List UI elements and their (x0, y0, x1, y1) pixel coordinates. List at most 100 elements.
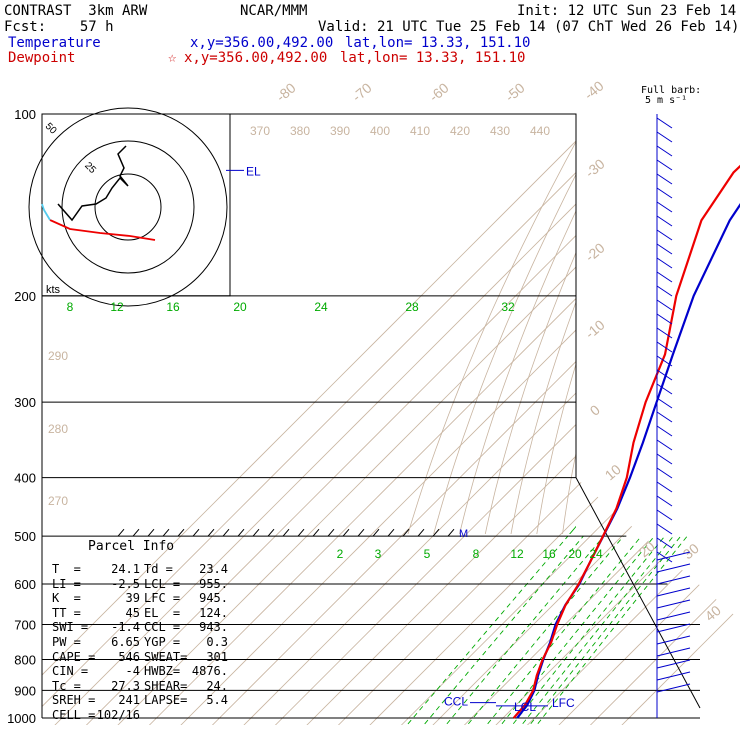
hatch-mark (162, 528, 170, 537)
wind-barb (656, 453, 673, 465)
mixing-ratio-label: 20 (233, 300, 247, 314)
mixing-ratio-line (419, 282, 740, 730)
hodograph-trace-black (57, 145, 129, 222)
mixing-ratio-label-lower: 5 (424, 547, 431, 561)
theta-label: 400 (370, 124, 390, 138)
wind-barb (656, 299, 673, 311)
wind-barb (656, 229, 673, 241)
isotherm-label: -30 (582, 155, 608, 180)
dewpoint-profile (512, 164, 740, 719)
mixing-ratio-label: 24 (314, 300, 328, 314)
hatch-mark (312, 528, 320, 537)
star-icon: ☆ (168, 50, 177, 66)
mixing-ratio-label-lower: 20 (568, 547, 582, 561)
hatch-mark (267, 528, 275, 537)
hatch-mark (357, 528, 365, 537)
temperature-latlon: lat,lon= 13.33, 151.10 (345, 35, 531, 51)
hatch-mark (252, 528, 260, 537)
parcel-info-cell: EL = (144, 605, 181, 620)
theta-label: 430 (490, 124, 510, 138)
mixing-ratio-line (441, 282, 740, 730)
dry-adiabat-line (536, 362, 576, 534)
wind-barb (656, 683, 691, 693)
mixing-ratio-line-dashed (520, 536, 675, 726)
wind-barb (656, 509, 673, 521)
parcel-info-cell: LAPSE= (144, 693, 188, 708)
el-label: EL (246, 164, 261, 178)
parcel-info-cell: TT = (52, 605, 81, 620)
wind-barb (656, 537, 673, 549)
hatch-mark (372, 528, 380, 537)
mixing-ratio-line-dashed (485, 536, 643, 726)
mixing-ratio-line (482, 282, 740, 730)
parcel-info-cell: YGP = (144, 635, 181, 649)
isotherm-line (521, 114, 740, 725)
theta-label: 380 (290, 124, 310, 138)
temperature-xy: x,y=356.00,492.00 (190, 35, 334, 51)
isotherm-label: -70 (349, 79, 375, 104)
parcel-info-cell: 943. (199, 620, 228, 635)
mixing-ratio-label: 8 (67, 300, 74, 314)
hatch-mark (117, 528, 125, 537)
hatch-mark (417, 528, 425, 537)
wind-barb (656, 313, 673, 325)
barb-legend-title: Full barb: (641, 85, 702, 96)
init-time: Init: 12 UTC Sun 23 Feb 14 (517, 3, 737, 19)
hatch-mark (402, 528, 410, 537)
wind-barb (656, 439, 673, 451)
pressure-label-300: 300 (14, 395, 36, 410)
parcel-info-cell: 6.65 (111, 635, 140, 649)
hatch-mark (222, 528, 230, 537)
ccl-label: CCL (444, 695, 468, 709)
model-title: CONTRAST 3km ARW (4, 3, 148, 19)
parcel-info-cell: 102/16 (96, 708, 140, 722)
hodograph-ring-large (28, 107, 228, 307)
parcel-info-cell: HWBZ= (144, 664, 181, 679)
mixing-ratio-line (463, 282, 740, 730)
wind-barb (656, 201, 673, 213)
theta-label: 410 (410, 124, 430, 138)
isotherm-line (300, 114, 740, 725)
hatch-mark (147, 528, 155, 537)
parcel-info-cell: 24. (206, 678, 228, 693)
wind-barb (656, 341, 673, 353)
isotherm-label: -80 (273, 79, 299, 104)
wind-barb (656, 355, 673, 367)
dry-adiabat-line (510, 300, 576, 534)
wind-barb (656, 551, 691, 561)
parcel-info-cell: -2.5 (111, 576, 140, 591)
hodograph-ring-inner (94, 173, 162, 241)
dry-adiabat-line (407, 140, 576, 534)
parcel-info-cell: 301 (206, 649, 228, 664)
isotherm-line (615, 114, 740, 725)
parcel-info-cell: 945. (199, 591, 228, 606)
mixing-ratio-label-lower: 24 (589, 547, 603, 561)
isotherm-label: 20 (636, 538, 658, 560)
isotherm-line (237, 114, 740, 725)
isotherm-label: 0 (587, 401, 603, 418)
mixing-ratio-label: 32 (501, 300, 515, 314)
dry-adiabat-line (717, 127, 740, 731)
isotherm-label: 30 (680, 540, 702, 562)
temperature-profile (516, 203, 740, 719)
hodograph-units: kts (46, 284, 61, 296)
mixing-ratio-line-dashed (535, 536, 688, 726)
hodograph-trace-red (49, 219, 156, 241)
isotherm-line (552, 114, 740, 725)
dry-adiabat-line (484, 251, 576, 534)
mixing-ratio-line-dashed (422, 536, 585, 726)
isotherm-line (426, 114, 740, 725)
hodograph-trace-cyan (41, 203, 51, 221)
mixing-ratio-label-lower: 3 (375, 547, 382, 561)
hodograph-ring-outer (61, 140, 195, 274)
hatch-mark (297, 528, 305, 537)
wind-barb (656, 187, 673, 199)
parcel-info-cell: -1.4 (111, 620, 140, 635)
parcel-info-cell: 241 (118, 693, 140, 708)
isotherm-line (584, 114, 740, 725)
wind-barb (656, 611, 691, 621)
wind-barb (656, 327, 673, 339)
dewpoint-legend: Dewpoint (8, 50, 76, 66)
hatch-mark (192, 528, 200, 537)
theta-label-left: 270 (48, 494, 68, 508)
